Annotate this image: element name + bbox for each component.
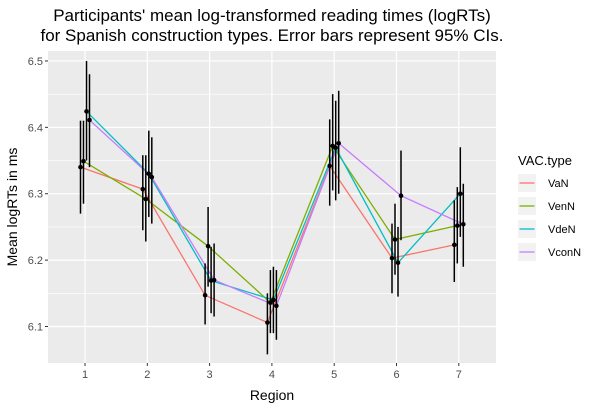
data-point (455, 223, 460, 228)
data-point (333, 145, 339, 151)
data-point (143, 196, 149, 202)
series-layer (78, 60, 466, 355)
data-point (211, 277, 217, 283)
grid-lines (48, 51, 496, 363)
legend-label-van: VaN (548, 178, 569, 190)
data-point (461, 221, 466, 227)
data-point (149, 174, 155, 180)
data-point (398, 193, 404, 199)
data-point (81, 158, 86, 164)
x-tick-label: 3 (207, 369, 213, 381)
chart-title: Participants' mean log-transformed readi… (53, 6, 491, 25)
x-tick-label: 4 (269, 369, 275, 381)
data-point (78, 164, 83, 170)
chart-subtitle: for Spanish construction types. Error ba… (41, 26, 504, 45)
data-point (265, 320, 270, 325)
y-axis: 6.1 6.2 6.3 6.4 6.5 (28, 56, 48, 333)
x-tick-label: 7 (456, 369, 462, 381)
legend-label-vconn: VconN (548, 247, 581, 259)
data-point (202, 292, 208, 298)
x-axis: 1 2 3 4 5 6 7 (82, 363, 462, 381)
data-point (140, 186, 146, 192)
legend-label-venn: VenN (548, 201, 575, 213)
y-tick-label: 6.4 (28, 122, 43, 134)
legend-title: VAC.type (518, 153, 572, 168)
x-tick-label: 1 (82, 369, 88, 381)
data-point (389, 255, 395, 261)
legend: VAC.type VaN VenN VdeN VconN (518, 153, 581, 261)
data-point (268, 300, 273, 305)
data-point (336, 140, 342, 146)
data-point (271, 297, 276, 303)
y-tick-label: 6.1 (28, 321, 43, 333)
y-tick-label: 6.2 (28, 255, 43, 267)
x-tick-label: 2 (144, 369, 150, 381)
data-point (205, 243, 211, 249)
data-point (395, 260, 401, 266)
data-point (392, 237, 398, 242)
data-point (327, 163, 333, 169)
y-axis-title: Mean logRTs in ms (4, 148, 20, 267)
y-tick-label: 6.5 (28, 56, 43, 68)
data-point (84, 109, 89, 114)
y-tick-label: 6.3 (28, 189, 43, 201)
data-point (452, 242, 457, 248)
data-point (274, 303, 279, 309)
data-point (146, 171, 152, 177)
x-axis-title: Region (250, 387, 294, 403)
legend-label-vden: VdeN (548, 224, 576, 236)
data-point (458, 191, 463, 197)
data-point (87, 117, 92, 123)
x-tick-label: 5 (331, 369, 337, 381)
x-tick-label: 6 (393, 369, 399, 381)
